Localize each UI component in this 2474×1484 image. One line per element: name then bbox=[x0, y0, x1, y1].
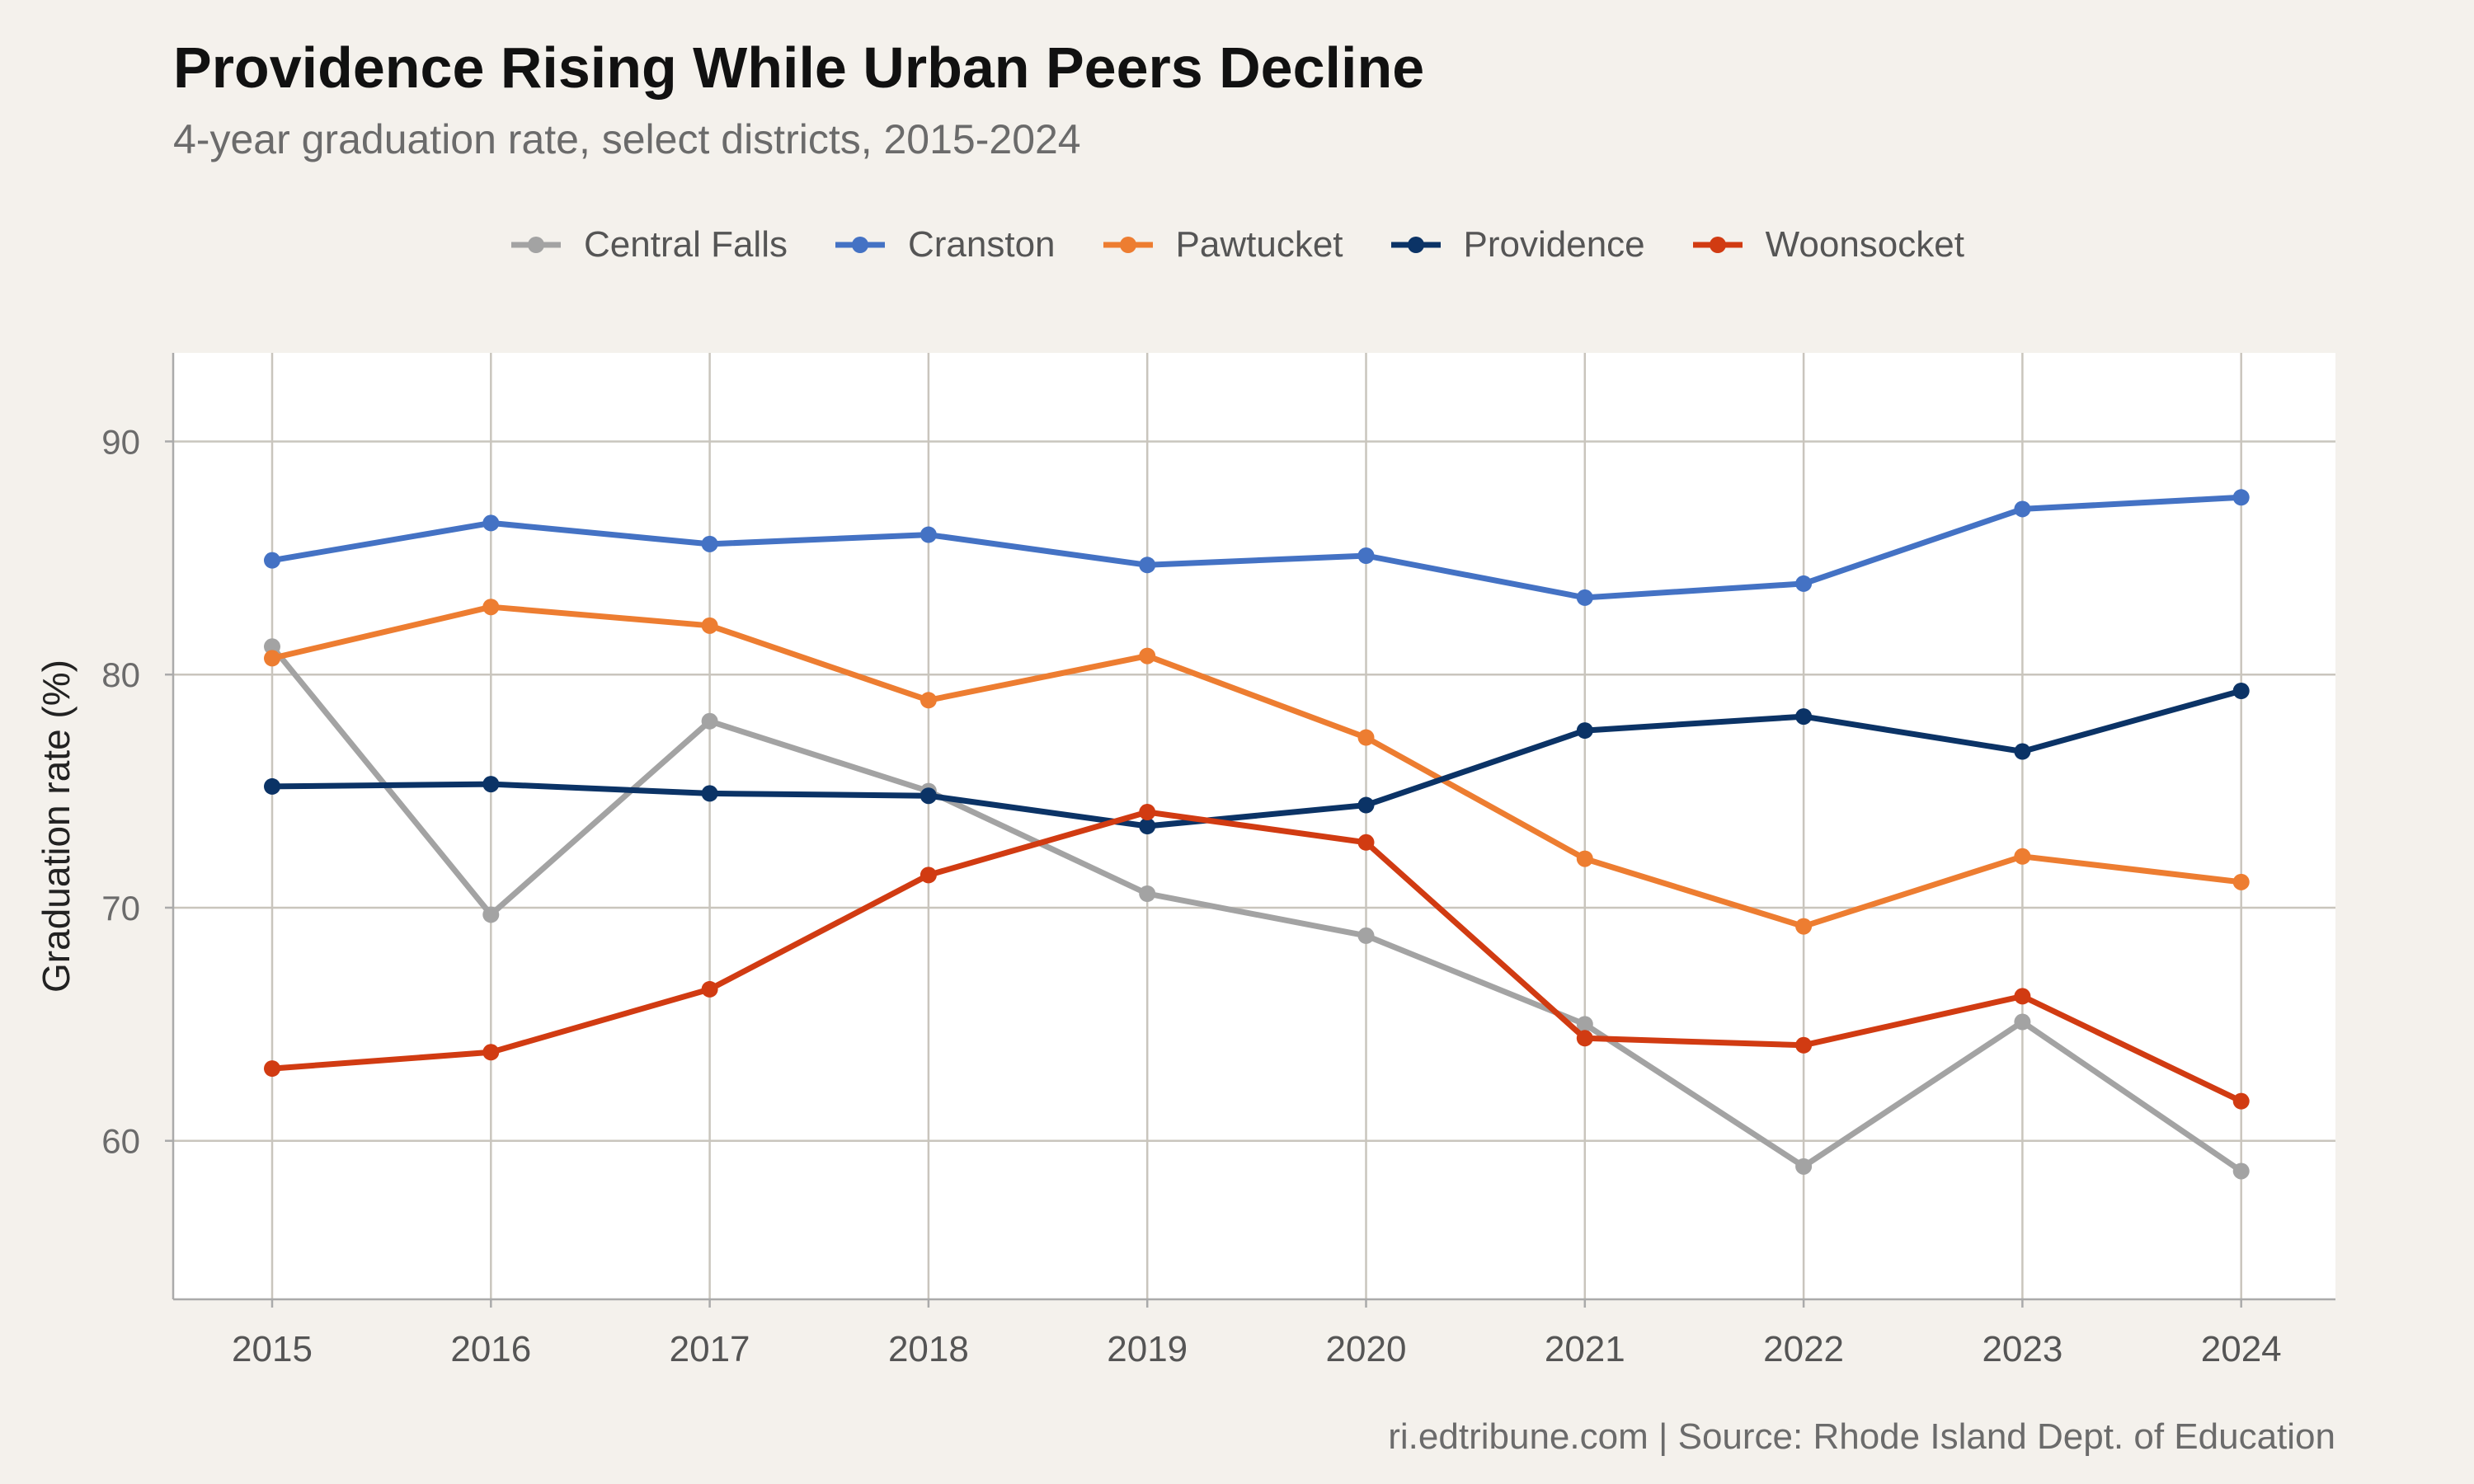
legend-key bbox=[1692, 237, 1743, 253]
legend-item-central-falls: Central Falls bbox=[510, 224, 788, 265]
x-tick-label: 2017 bbox=[670, 1329, 750, 1369]
x-tick-label: 2024 bbox=[2201, 1329, 2282, 1369]
y-tick-label: 90 bbox=[101, 422, 140, 461]
point-central-falls bbox=[482, 906, 500, 923]
line-cranston bbox=[269, 494, 2245, 601]
point-pawtucket bbox=[264, 650, 280, 667]
point-cranston bbox=[701, 535, 718, 552]
line-pawtucket bbox=[269, 603, 2245, 930]
line-central-falls bbox=[269, 643, 2245, 1174]
legend-key bbox=[1103, 237, 1153, 253]
chart-subtitle: 4-year graduation rate, select districts… bbox=[173, 116, 1081, 162]
point-woonsocket bbox=[701, 980, 718, 998]
point-pawtucket bbox=[1795, 918, 1813, 935]
legend-key bbox=[1390, 237, 1441, 253]
point-cranston bbox=[2232, 489, 2250, 506]
line-providence bbox=[269, 688, 2245, 829]
point-woonsocket bbox=[1139, 804, 1156, 821]
point-cranston bbox=[1576, 589, 1593, 606]
point-providence bbox=[1357, 796, 1375, 814]
chart-legend: Central Falls Cranston Pawtucket Providence… bbox=[0, 224, 2474, 265]
series-cranston bbox=[264, 489, 2250, 606]
series-pawtucket bbox=[264, 599, 2250, 935]
y-axis-title: Graduation rate (%) bbox=[35, 660, 78, 993]
point-central-falls bbox=[1357, 927, 1375, 944]
point-providence bbox=[482, 776, 500, 793]
point-central-falls bbox=[1576, 1016, 1593, 1033]
point-central-falls bbox=[1139, 885, 1156, 902]
x-tick-label: 2021 bbox=[1545, 1329, 1625, 1369]
point-cranston bbox=[264, 552, 280, 569]
line-woonsocket bbox=[269, 809, 2245, 1105]
legend-item-pawtucket: Pawtucket bbox=[1102, 224, 1343, 265]
point-central-falls bbox=[2232, 1162, 2250, 1180]
legend-label: Woonsocket bbox=[1765, 224, 1964, 265]
y-tick-label: 60 bbox=[101, 1122, 140, 1161]
x-tick-label: 2019 bbox=[1107, 1329, 1188, 1369]
x-tick-label: 2022 bbox=[1763, 1329, 1844, 1369]
point-pawtucket bbox=[482, 599, 500, 616]
point-woonsocket bbox=[1795, 1036, 1813, 1054]
point-woonsocket bbox=[2014, 988, 2031, 1005]
point-woonsocket bbox=[264, 1060, 280, 1078]
point-providence bbox=[701, 785, 718, 802]
point-providence bbox=[1795, 708, 1813, 726]
point-providence bbox=[264, 777, 280, 795]
point-woonsocket bbox=[2232, 1092, 2250, 1110]
point-central-falls bbox=[701, 712, 718, 730]
legend-key bbox=[511, 237, 562, 253]
x-tick-label: 2016 bbox=[450, 1329, 531, 1369]
legend-label: Pawtucket bbox=[1175, 224, 1343, 265]
y-tick-label: 80 bbox=[101, 655, 140, 694]
legend-label: Central Falls bbox=[584, 224, 788, 265]
point-providence bbox=[1576, 722, 1593, 740]
point-pawtucket bbox=[920, 692, 937, 709]
point-cranston bbox=[482, 514, 500, 532]
series-providence bbox=[264, 683, 2250, 834]
chart-title: Providence Rising While Urban Peers Decl… bbox=[173, 35, 1425, 100]
point-woonsocket bbox=[1357, 834, 1375, 851]
legend-key bbox=[835, 237, 885, 253]
point-pawtucket bbox=[1357, 729, 1375, 746]
point-central-falls bbox=[2014, 1013, 2031, 1031]
source-caption: ri.edtribune.com | Source: Rhode Island … bbox=[1388, 1416, 2335, 1457]
point-pawtucket bbox=[2232, 873, 2250, 890]
point-providence bbox=[920, 787, 937, 805]
point-cranston bbox=[2014, 500, 2031, 518]
point-pawtucket bbox=[1576, 850, 1593, 867]
point-providence bbox=[2014, 743, 2031, 760]
legend-item-cranston: Cranston bbox=[834, 224, 1056, 265]
point-cranston bbox=[920, 526, 937, 543]
point-cranston bbox=[1795, 575, 1813, 592]
point-cranston bbox=[1139, 556, 1156, 574]
point-central-falls bbox=[264, 638, 280, 655]
point-central-falls bbox=[1795, 1158, 1813, 1175]
point-woonsocket bbox=[1576, 1030, 1593, 1047]
point-pawtucket bbox=[2014, 848, 2031, 865]
x-tick-label: 2018 bbox=[888, 1329, 969, 1369]
x-tick-label: 2020 bbox=[1326, 1329, 1407, 1369]
legend-item-providence: Providence bbox=[1390, 224, 1645, 265]
legend-label: Providence bbox=[1463, 224, 1645, 265]
legend-item-woonsocket: Woonsocket bbox=[1691, 224, 1964, 265]
point-woonsocket bbox=[482, 1044, 500, 1061]
point-pawtucket bbox=[1139, 647, 1156, 665]
point-pawtucket bbox=[701, 617, 718, 634]
y-tick-label: 70 bbox=[101, 889, 140, 928]
x-tick-label: 2023 bbox=[1982, 1329, 2062, 1369]
point-cranston bbox=[1357, 547, 1375, 564]
point-providence bbox=[1139, 818, 1156, 834]
legend-label: Cranston bbox=[907, 224, 1056, 265]
point-woonsocket bbox=[920, 866, 937, 884]
x-tick-label: 2015 bbox=[232, 1329, 313, 1369]
point-providence bbox=[2232, 683, 2250, 699]
series-woonsocket bbox=[264, 804, 2250, 1110]
